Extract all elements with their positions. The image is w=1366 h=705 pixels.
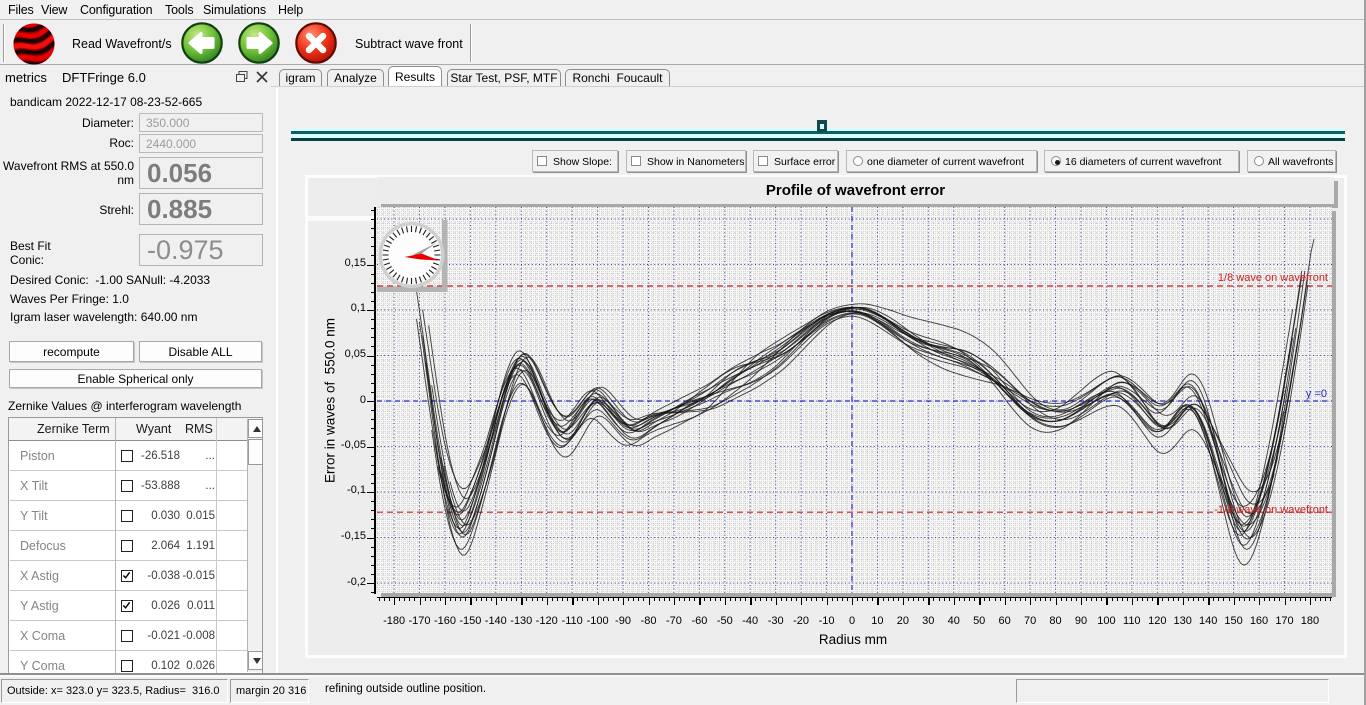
svg-text:-1/8 wave on wavefront: -1/8 wave on wavefront	[1214, 504, 1328, 516]
svg-text:y =0: y =0	[1306, 388, 1327, 400]
svg-text:1/8 wave on wavefront: 1/8 wave on wavefront	[1218, 272, 1328, 284]
